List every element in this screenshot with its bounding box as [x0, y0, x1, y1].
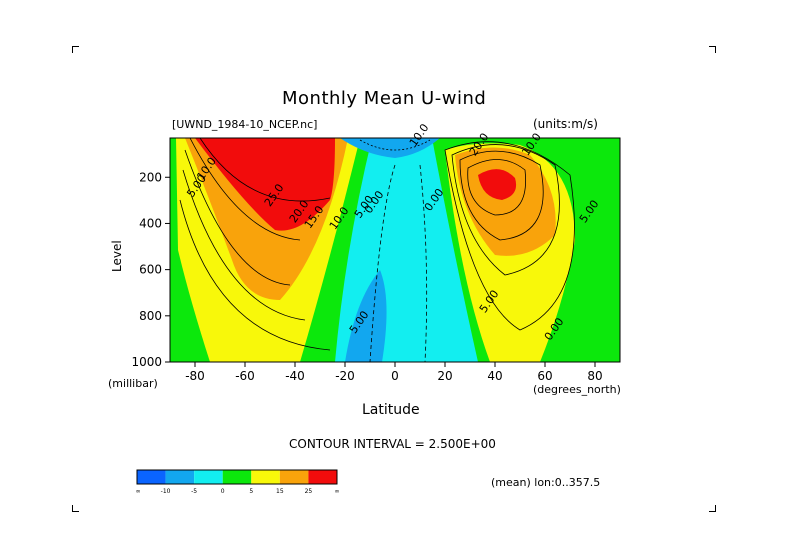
x-axis-title: Latitude — [362, 402, 420, 418]
x-tick-label: 60 — [537, 369, 552, 383]
colorbar-label: -∞ — [136, 488, 141, 495]
contour-line-negative — [369, 164, 396, 362]
colorbar-swatch — [251, 470, 280, 484]
contour-line-negative — [359, 139, 431, 151]
colorbar-label: ∞ — [335, 488, 340, 495]
colorbar-swatch — [222, 470, 252, 484]
y-tick-label: 800 — [139, 309, 162, 323]
crop-mark-bottom-left — [72, 505, 79, 512]
crop-mark-top-right — [709, 46, 716, 53]
x-tick-label: -60 — [235, 369, 255, 383]
colorbar-label: 5 — [249, 488, 253, 495]
contour-lines — [179, 138, 575, 362]
colorbar-swatch — [308, 470, 337, 484]
x-tick-label: 80 — [587, 369, 602, 383]
x-tick-label: -20 — [335, 369, 355, 383]
contour-line — [179, 199, 331, 351]
contour-line — [444, 141, 575, 331]
colorbar-label: 15 — [276, 488, 284, 495]
fill-band-25-plus-south — [195, 138, 335, 231]
fill-positive-zone-left-edge — [170, 250, 178, 362]
crop-mark-bottom-right — [709, 505, 716, 512]
contour-line — [467, 159, 527, 216]
y-tick-label: 200 — [139, 170, 162, 184]
y-axis-title: Level — [110, 240, 124, 272]
y-tick-label: 1000 — [131, 355, 162, 369]
y-axis-unit: (millibar) — [108, 377, 158, 390]
colorbar-swatch — [194, 470, 223, 484]
footer-note: (mean) lon:0..357.5 — [491, 476, 601, 489]
x-tick-label: 20 — [437, 369, 452, 383]
x-axis-unit: (degrees_north) — [533, 383, 621, 396]
x-tick-label: 0 — [391, 369, 399, 383]
contour-line — [199, 138, 331, 202]
colorbar: -∞ -10 -5 0 5 15 25 ∞ — [136, 469, 340, 495]
colorbar-label: 0 — [221, 488, 225, 495]
crop-mark-top-left — [72, 46, 79, 53]
contour-line — [184, 149, 291, 286]
x-tick-label: 40 — [487, 369, 502, 383]
contour-line — [182, 169, 306, 321]
colorbar-frame — [136, 469, 338, 485]
chart-title: Monthly Mean U-wind — [282, 88, 487, 109]
y-tick-label: 600 — [139, 263, 162, 277]
y-tick-label: 400 — [139, 216, 162, 230]
contour-interval-label: CONTOUR INTERVAL = 2.500E+00 — [289, 437, 496, 451]
colorbar-label: -5 — [191, 488, 197, 495]
x-tick-label: -40 — [285, 369, 305, 383]
filled-contours — [170, 138, 620, 362]
units-label: (units:m/s) — [533, 117, 598, 131]
colorbar-swatch — [279, 470, 309, 484]
x-tick-label: -80 — [185, 369, 205, 383]
dataset-label: [UWND_1984-10_NCEP.nc] — [172, 118, 318, 131]
colorbar-swatch — [165, 470, 195, 484]
contour-line — [459, 150, 544, 241]
colorbar-label: -10 — [161, 488, 171, 495]
fill-band-25-plus-north — [478, 169, 517, 200]
contour-line — [189, 138, 301, 241]
colorbar-label: 25 — [305, 488, 313, 495]
fill-negative-zone-south — [345, 270, 387, 362]
colorbar-swatch — [137, 470, 166, 484]
contour-line-negative — [419, 164, 428, 362]
contour-line — [451, 144, 560, 276]
x-axis-ticks: -80 -60 -40 -20 0 20 40 60 80 — [185, 362, 603, 383]
y-axis-ticks: 200 400 600 800 1000 — [131, 170, 170, 369]
